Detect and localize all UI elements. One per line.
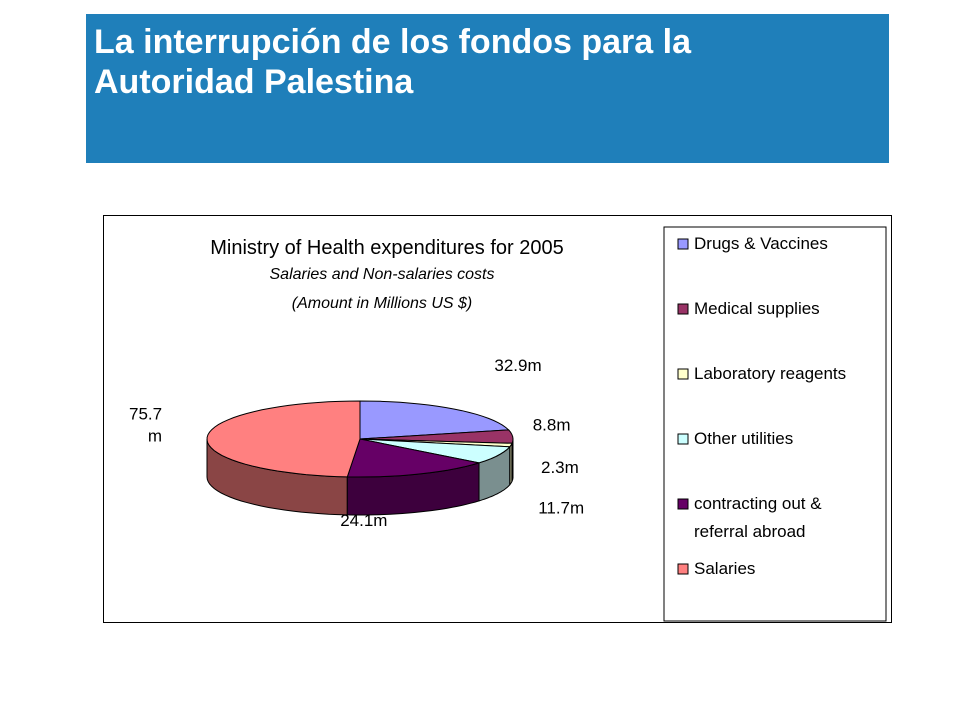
legend-box [663,226,887,622]
legend-item-laboratory-reagents: Laboratory reagents [677,364,846,383]
chart-subtitle-2: (Amount in Millions US $) [292,295,473,312]
chart-subtitle-1: Salaries and Non-salaries costs [270,266,495,283]
legend-item-salaries: Salaries [677,559,755,578]
legend-label: Other utilities [694,429,793,448]
legend-item-contracting-out-referral-abroad: contracting out & referral abroad [677,494,822,541]
data-label-contracting-out-referral-abroad: 24.1m [340,511,387,530]
legend-label: Laboratory reagents [694,364,846,383]
label-group: 32.9m 8.8m 2.3m 11.7m 24.1m 75.7 m [129,356,584,530]
legend-swatch [677,303,689,315]
legend: Drugs & Vaccines Medical supplies Laborato… [677,234,846,578]
pie-slice-drugs-vaccines [359,400,510,440]
legend-label: Medical supplies [694,299,820,318]
legend-swatch [677,563,689,575]
data-label-other-utilities: 11.7m [538,498,584,517]
legend-swatch [677,238,689,250]
pie-slice-salaries [206,400,361,478]
legend-label: contracting out & referral abroad [694,494,822,541]
data-label-salaries: 75.7 m [129,404,162,445]
legend-item-other-utilities: Other utilities [677,429,793,448]
pie-chart: Ministry of Health expenditures for 2005… [129,226,887,622]
chart-title: Ministry of Health expenditures for 2005 [210,237,564,259]
legend-swatch [677,368,689,380]
legend-swatch [677,433,689,445]
legend-label: Drugs & Vaccines [694,234,828,253]
legend-item-medical-supplies: Medical supplies [677,299,820,318]
pie-group [206,400,514,516]
data-label-medical-supplies: 8.8m [533,416,571,435]
legend-label: Salaries [694,559,755,578]
data-label-laboratory-reagents: 2.3m [541,458,579,477]
pie-slice-contracting-out-referral-abroad [346,438,480,478]
title-bar: La interrupción de los fondos para la Au… [86,14,889,163]
chart-frame: Ministry of Health expenditures for 2005… [103,215,892,623]
legend-item-drugs-vaccines: Drugs & Vaccines [677,234,828,253]
pie-slice-other-utilities [359,438,511,464]
slide-title: La interrupción de los fondos para la Au… [94,23,691,101]
legend-swatch [677,498,689,510]
data-label-drugs-vaccines: 32.9m [494,356,541,375]
